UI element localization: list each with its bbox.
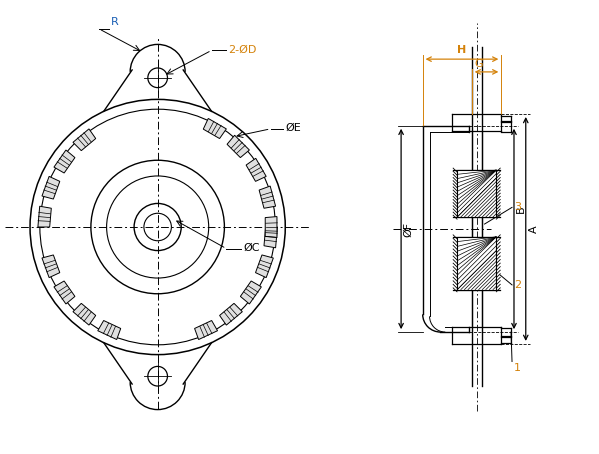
Text: H: H bbox=[458, 45, 467, 55]
Text: 3: 3 bbox=[514, 202, 521, 212]
Text: 1: 1 bbox=[514, 364, 521, 374]
Polygon shape bbox=[259, 186, 276, 208]
Polygon shape bbox=[54, 150, 75, 173]
Polygon shape bbox=[42, 177, 60, 199]
Polygon shape bbox=[227, 135, 249, 158]
Text: G: G bbox=[475, 59, 483, 69]
Polygon shape bbox=[98, 321, 121, 340]
Polygon shape bbox=[73, 303, 96, 325]
Polygon shape bbox=[240, 281, 261, 304]
Text: A: A bbox=[529, 225, 539, 233]
Polygon shape bbox=[203, 118, 226, 138]
Polygon shape bbox=[457, 237, 497, 290]
Polygon shape bbox=[42, 255, 60, 277]
Polygon shape bbox=[195, 321, 217, 340]
Polygon shape bbox=[246, 158, 266, 181]
Text: 2-ØD: 2-ØD bbox=[228, 44, 257, 54]
Polygon shape bbox=[220, 303, 243, 325]
Polygon shape bbox=[265, 217, 277, 237]
Polygon shape bbox=[38, 206, 52, 227]
Polygon shape bbox=[457, 170, 497, 217]
Text: ØE: ØE bbox=[285, 123, 301, 133]
Polygon shape bbox=[264, 227, 277, 248]
Polygon shape bbox=[73, 129, 96, 151]
Text: ØC: ØC bbox=[243, 242, 259, 252]
Polygon shape bbox=[256, 255, 273, 277]
Polygon shape bbox=[54, 281, 75, 304]
Text: 2: 2 bbox=[514, 280, 521, 290]
Text: R: R bbox=[111, 17, 118, 27]
Text: ØF: ØF bbox=[403, 222, 413, 237]
Text: B: B bbox=[516, 206, 526, 213]
